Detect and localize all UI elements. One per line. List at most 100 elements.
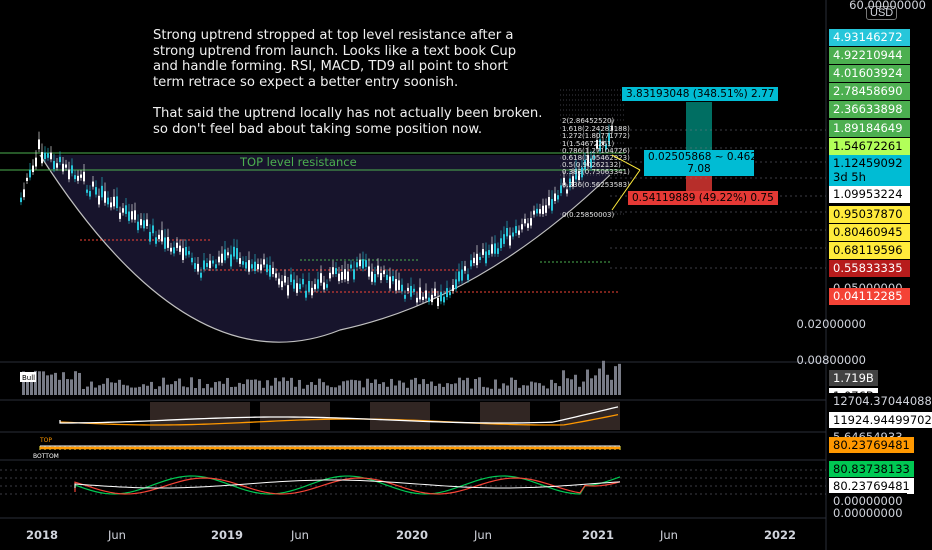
volume-bar [462,380,465,395]
candle [332,267,334,275]
candle [293,279,295,289]
candle [545,205,547,213]
candle [485,251,487,264]
candle [461,269,463,281]
volume-bar [210,387,213,395]
volume-bar [274,377,277,395]
entry-box[interactable]: 0.02505868 ~ 0.462 7.08 [644,150,757,176]
price-label: 1.09953224 [829,186,910,203]
volume-bar [562,370,565,395]
candle [89,191,91,197]
volume-bar [574,374,577,395]
candle [569,178,571,188]
volume-bar [566,378,569,395]
volume-bar [206,383,209,395]
candle [347,271,349,281]
volume-bar [58,379,61,395]
volume-bar [190,377,193,395]
volume-bar [594,375,597,395]
candle [143,220,145,229]
volume-bar [262,387,265,395]
candle [515,226,517,234]
candle [161,230,163,242]
candle [206,263,208,267]
candle [521,224,523,230]
candle [125,205,127,214]
candle [311,287,313,296]
volume-bar [394,385,397,395]
candle [410,285,412,297]
stop-zone [686,176,712,192]
volume-bar [118,379,121,395]
candle [275,273,277,278]
candle [482,249,484,255]
candle [458,271,460,282]
candle [350,264,352,269]
candle [272,267,274,275]
candle [221,253,223,263]
stop-box[interactable]: 0.54119889 (49.22%) 0.75 [628,191,778,205]
volume-bar [418,384,421,395]
candle [362,259,364,269]
candle [590,158,592,168]
candle [326,284,328,288]
candle [584,160,586,170]
candle [305,290,307,298]
price-label: 0.55833335 [829,260,910,277]
candle [155,237,157,244]
candle [524,218,526,224]
candle [323,282,325,290]
volume-bar [406,387,409,395]
volume-bar [558,386,561,395]
volume-bar [530,381,533,395]
candle [581,167,583,178]
candle [23,189,25,198]
price-label: 0.04112285 [829,288,910,305]
candle [578,171,580,180]
volume-bar [174,381,177,395]
volume-bar [510,377,513,395]
resistance-label: TOP level resistance [239,155,357,169]
volume-bar [230,386,233,395]
volume-bar [194,388,197,395]
candle [134,210,136,220]
candle [44,152,46,160]
candle [389,276,391,289]
axis-level-1: 0.02000000 [796,317,866,331]
volume-bar [86,386,89,395]
volume-bar [198,379,201,395]
candle [440,292,442,302]
candle [401,284,403,292]
volume-bar [342,381,345,395]
candle [269,265,271,277]
candle [152,225,154,234]
candle [170,247,172,252]
volume-bar [482,386,485,395]
candle [257,264,259,270]
volume-bar [70,379,73,395]
currency-button[interactable]: USD [866,6,898,20]
candle [434,288,436,296]
candle [233,246,235,257]
volume-bar [554,383,557,395]
target-box[interactable]: 3.83193048 (348.51%) 2.77 [622,87,779,101]
candle [101,185,103,198]
volume-bar [78,372,81,395]
candle [236,248,238,260]
candle [59,156,61,163]
candle [566,189,568,194]
candle [494,243,496,254]
candle [173,247,175,254]
volume-bar [606,374,609,395]
candle [608,133,610,145]
volume-bar [410,379,413,395]
volume-bar [218,381,221,395]
rsi-line [74,475,621,495]
volume-bar [522,385,525,395]
volume-bar [570,379,573,395]
candle [359,259,361,267]
candle [464,266,466,271]
candle [68,169,70,180]
